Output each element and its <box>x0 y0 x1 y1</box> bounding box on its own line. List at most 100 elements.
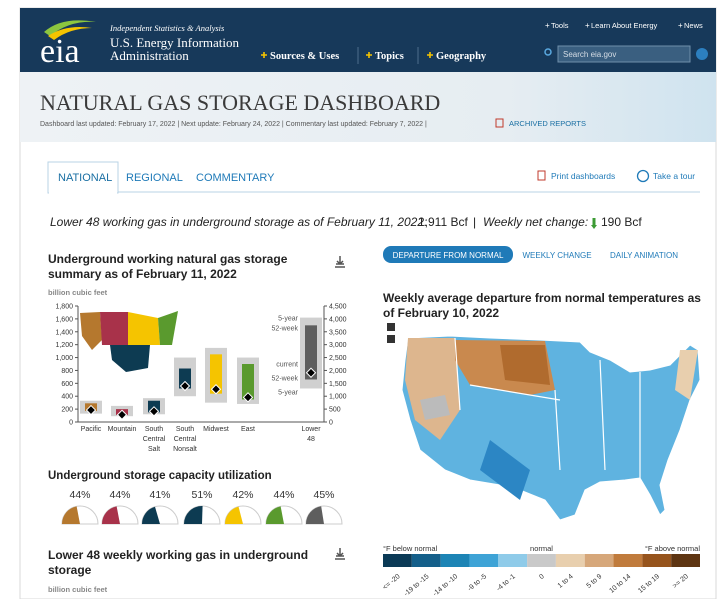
current-marker <box>85 404 97 416</box>
current-marker <box>242 392 254 403</box>
y-tick-label: 1,000 <box>55 355 73 362</box>
x-tick-label: South <box>145 426 163 433</box>
legend-swatch <box>584 554 614 567</box>
x-tick-label: Midwest <box>203 426 229 433</box>
legend-swatch <box>498 554 528 567</box>
download-icon[interactable] <box>335 256 345 268</box>
legend-swatch <box>469 554 499 567</box>
top-link[interactable]: Tools <box>551 21 569 30</box>
panel-title: Lower 48 weekly working gas in undergrou… <box>48 548 308 562</box>
download-icon[interactable] <box>335 548 345 560</box>
top-link[interactable]: Learn About Energy <box>591 21 658 30</box>
map-area <box>500 345 550 385</box>
y-tick-label: 0 <box>69 420 73 427</box>
y-tick-label: 800 <box>61 368 73 375</box>
plus-sign: + <box>585 21 590 30</box>
active-tab <box>47 161 119 194</box>
y-tick-label: 200 <box>61 407 73 414</box>
agency-name: U.S. Energy Information <box>110 35 240 50</box>
print-icon <box>537 170 546 181</box>
utilization-label: 51% <box>191 489 212 501</box>
legend-normal: normal <box>530 544 553 553</box>
active-button[interactable] <box>383 246 513 263</box>
y2-tick-label: 1,000 <box>329 394 347 401</box>
x-tick-label: 48 <box>307 436 315 443</box>
y2-tick-label: 500 <box>329 407 341 414</box>
utilization-label: 44% <box>69 489 90 501</box>
y-tick-label: 600 <box>61 381 73 388</box>
tab-action[interactable]: Take a tour <box>653 171 695 181</box>
logo[interactable]: eia <box>40 33 80 70</box>
plus-sign: + <box>678 21 683 30</box>
map-title: of February 10, 2022 <box>383 306 499 320</box>
gauge-fill <box>225 506 243 524</box>
nav-item[interactable]: Sources & Uses <box>270 51 339 62</box>
legend-swatch <box>527 554 556 567</box>
fifty-two-week-range <box>179 368 191 389</box>
y-tick-label: 1,200 <box>55 342 73 349</box>
gauge-fill <box>142 506 160 524</box>
zoom-out[interactable] <box>387 335 395 343</box>
x-tick-label: Central <box>174 436 197 443</box>
banner <box>20 72 716 142</box>
map-button[interactable]: DEPARTURE FROM NORMAL <box>393 251 504 260</box>
y2-tick-label: 2,000 <box>329 368 347 375</box>
y-tick-label: 1,400 <box>55 329 73 336</box>
x-tick-label: Nonsalt <box>173 446 197 453</box>
region-shape <box>110 345 150 372</box>
x-tick-label: Salt <box>148 446 160 453</box>
tour-icon <box>636 169 650 183</box>
search-box[interactable] <box>557 45 691 63</box>
range-label: 52-week <box>272 325 299 332</box>
legend-above: °F above normal <box>645 544 700 553</box>
search-placeholder: Search eia.gov <box>563 50 616 59</box>
range-label: 5-year <box>278 316 299 323</box>
x-tick-label: East <box>241 426 255 433</box>
summary-separator: | <box>473 215 476 229</box>
nav-item[interactable]: Geography <box>436 51 487 62</box>
map-area <box>675 350 698 400</box>
summary-stock: 1,911 Bcf <box>418 215 468 229</box>
y-tick-label: 400 <box>61 394 73 401</box>
y2-tick-label: 0 <box>329 420 333 427</box>
map-area <box>420 395 450 420</box>
legend-swatch <box>440 554 470 567</box>
x-tick-label: Lower <box>301 426 321 433</box>
search-go[interactable] <box>696 48 708 60</box>
zoom-in[interactable] <box>387 323 395 331</box>
update-info: Dashboard last updated: February 17, 202… <box>40 121 427 128</box>
x-tick-label: Central <box>143 436 166 443</box>
archived-link[interactable]: ARCHIVED REPORTS <box>509 119 586 128</box>
nav-item[interactable]: Topics <box>375 51 404 62</box>
unit-label: billion cubic feet <box>48 585 108 594</box>
legend-swatch <box>555 554 585 567</box>
panel-title: summary as of February 11, 2022 <box>48 267 237 281</box>
tab[interactable]: NATIONAL <box>58 172 112 184</box>
current-marker <box>210 384 222 395</box>
y-tick-label: 1,800 <box>55 304 73 311</box>
x-tick-label: Pacific <box>81 426 102 433</box>
map-area <box>480 440 530 500</box>
fifty-two-week-range <box>210 354 222 394</box>
tab[interactable]: REGIONAL <box>126 172 183 184</box>
x-tick-label: Mountain <box>108 426 137 433</box>
gauge-fill <box>266 506 284 524</box>
tab-action[interactable]: Print dashboards <box>551 171 615 181</box>
legend-swatch <box>642 554 672 567</box>
summary-change: 190 Bcf <box>601 215 642 229</box>
summary-lead: Lower 48 working gas in underground stor… <box>50 215 427 229</box>
tagline: Independent Statistics & Analysis <box>109 23 225 33</box>
top-link[interactable]: News <box>684 21 703 30</box>
plus-icon <box>261 52 267 58</box>
region-shape <box>100 312 128 345</box>
y-tick-label: 1,600 <box>55 316 73 323</box>
panel-title: storage <box>48 563 92 577</box>
gauge-fill <box>184 506 203 524</box>
current-marker <box>305 367 317 378</box>
tab[interactable]: COMMENTARY <box>196 172 275 184</box>
range-label: 52-week <box>272 375 299 382</box>
map-button[interactable]: WEEKLY CHANGE <box>522 251 591 260</box>
map-button[interactable]: DAILY ANIMATION <box>610 251 678 260</box>
range-label: 5-year <box>278 389 299 396</box>
us-region-map <box>80 311 178 372</box>
